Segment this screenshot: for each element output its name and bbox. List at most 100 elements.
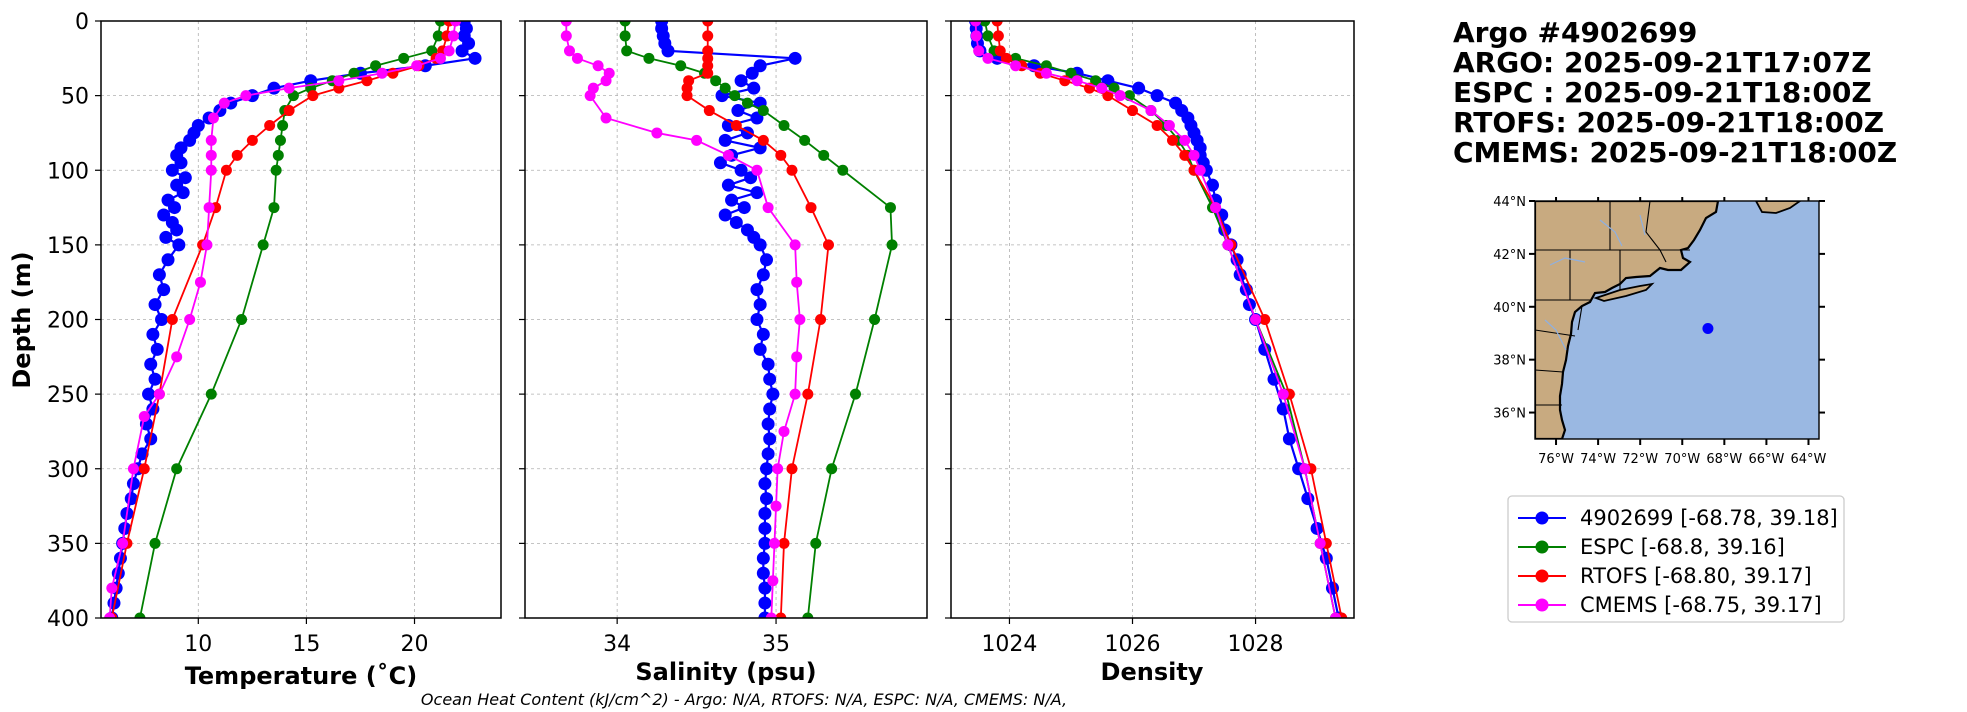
argo-point bbox=[157, 283, 171, 297]
rtofs-point bbox=[822, 239, 834, 251]
ohc-footnote: Ocean Heat Content (kJ/cm^2) - Argo: N/A… bbox=[421, 690, 1067, 709]
density-plot bbox=[969, 21, 1348, 618]
cmems-point bbox=[1299, 463, 1311, 475]
espc-point bbox=[884, 202, 896, 214]
ytick-label: 100 bbox=[47, 159, 89, 184]
cmems-point bbox=[1145, 105, 1157, 117]
espc-point bbox=[729, 90, 741, 102]
argo-point bbox=[731, 104, 745, 118]
rtofs-point bbox=[703, 105, 715, 117]
density-axes: 1024 1026 1028 Density bbox=[945, 20, 1355, 686]
argo-point bbox=[734, 74, 748, 88]
map-frame bbox=[1534, 200, 1820, 440]
espc-point bbox=[643, 52, 655, 64]
cmems-point bbox=[973, 45, 985, 57]
espc-point bbox=[818, 149, 830, 161]
salinity-xticks: 34 35 bbox=[603, 618, 790, 657]
cmems-point bbox=[194, 276, 206, 288]
espc-point bbox=[434, 21, 446, 27]
cmems-point bbox=[970, 30, 982, 42]
argo-point bbox=[155, 313, 169, 326]
cmems-point bbox=[333, 75, 345, 87]
argo-point bbox=[455, 44, 469, 58]
rtofs-point bbox=[786, 463, 798, 475]
espc-point bbox=[741, 97, 753, 109]
rtofs-point bbox=[246, 134, 258, 146]
cmems-point bbox=[205, 134, 217, 146]
lat-tick-label: 40°N bbox=[1493, 301, 1526, 316]
cmems-point bbox=[1163, 119, 1175, 131]
cmems-point bbox=[722, 149, 734, 161]
espc-point bbox=[621, 45, 633, 57]
argo-point bbox=[758, 596, 772, 610]
rtofs-point bbox=[730, 119, 742, 131]
argo-point bbox=[172, 238, 186, 252]
espc-point bbox=[826, 463, 838, 475]
rtofs-point bbox=[1179, 149, 1191, 161]
cmems-point bbox=[751, 164, 763, 176]
espc-point bbox=[134, 612, 146, 618]
argo-point bbox=[758, 581, 772, 595]
rtofs-point bbox=[681, 90, 693, 102]
argo-point bbox=[761, 447, 775, 461]
rtofs-point bbox=[702, 30, 714, 42]
cmems-point bbox=[791, 276, 803, 288]
rtofs-point bbox=[994, 45, 1006, 57]
cmems-point bbox=[1114, 90, 1126, 102]
espc-point bbox=[719, 82, 731, 94]
espc-point bbox=[799, 134, 811, 146]
argo-point bbox=[144, 357, 158, 371]
lat-tick-label: 36°N bbox=[1493, 407, 1526, 422]
argo-point bbox=[763, 432, 777, 446]
legend-box bbox=[1507, 495, 1845, 623]
argo-point bbox=[148, 298, 162, 312]
argo-point bbox=[788, 51, 802, 65]
cmems-point bbox=[376, 67, 388, 79]
cmems-point bbox=[1179, 134, 1191, 146]
espc-point bbox=[837, 164, 849, 176]
argo-point bbox=[159, 230, 173, 244]
temperature-plot bbox=[104, 21, 482, 618]
cmems-point bbox=[205, 149, 217, 161]
argo-point bbox=[734, 163, 748, 177]
nova-scotia bbox=[1754, 201, 1802, 214]
ytick-label: 300 bbox=[47, 458, 89, 483]
cmems-point bbox=[1096, 82, 1108, 94]
argo-point bbox=[267, 81, 281, 95]
long-island bbox=[1593, 282, 1655, 302]
argo-point bbox=[763, 372, 777, 386]
temperature-xlabel: Temperature (˚C) bbox=[185, 662, 418, 690]
cmems-point bbox=[1250, 314, 1262, 325]
espc-point bbox=[236, 314, 248, 325]
salinity-xlabel: Salinity (psu) bbox=[635, 658, 816, 686]
rtofs-point bbox=[166, 314, 178, 325]
argo-point bbox=[718, 133, 732, 147]
argo-point bbox=[170, 223, 184, 237]
cmems-point bbox=[1314, 537, 1326, 549]
argo-point bbox=[756, 566, 770, 580]
argo-point bbox=[148, 372, 162, 386]
rtofs-point bbox=[283, 105, 295, 117]
argo-point bbox=[150, 342, 164, 356]
map-land bbox=[1535, 201, 1802, 439]
cmems-point bbox=[171, 351, 183, 363]
cmems-point bbox=[203, 202, 215, 214]
cmems-point bbox=[770, 500, 782, 512]
rtofs-point bbox=[231, 149, 243, 161]
argo-point bbox=[760, 253, 774, 267]
depth-yticks: 0 50 100 150 200 250 300 350 400 bbox=[47, 10, 101, 632]
salinity-plot bbox=[560, 21, 898, 618]
cmems-point bbox=[691, 134, 703, 146]
title-line-argo-time: ARGO: 2025-09-21T17:07Z bbox=[1453, 46, 1872, 79]
lon-tick-label: 76°W bbox=[1538, 452, 1574, 467]
cmems-point bbox=[791, 351, 803, 363]
argo-point bbox=[721, 178, 735, 192]
cmems-point bbox=[184, 314, 196, 325]
espc-point bbox=[432, 30, 444, 42]
cmems-point bbox=[592, 60, 604, 72]
cmems-point bbox=[127, 463, 139, 475]
cmems-point bbox=[218, 97, 230, 109]
espc-point bbox=[257, 239, 269, 251]
ytick-label: 0 bbox=[75, 10, 89, 35]
